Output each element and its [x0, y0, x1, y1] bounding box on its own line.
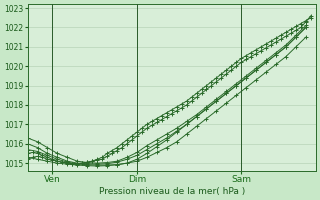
X-axis label: Pression niveau de la mer( hPa ): Pression niveau de la mer( hPa )	[99, 187, 245, 196]
